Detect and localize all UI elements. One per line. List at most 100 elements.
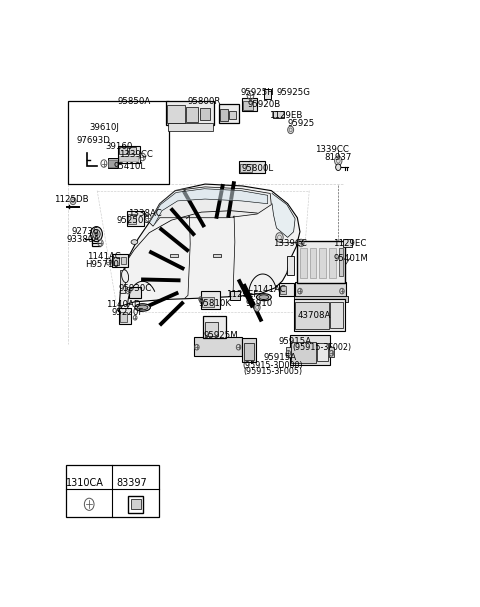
- Polygon shape: [149, 187, 271, 226]
- Text: 95410L: 95410L: [114, 162, 146, 171]
- Bar: [108, 160, 117, 168]
- Bar: [291, 342, 315, 362]
- Bar: [120, 270, 125, 293]
- Text: 81937: 81937: [324, 154, 352, 163]
- Text: 1310CA: 1310CA: [66, 478, 104, 488]
- Bar: [166, 101, 214, 125]
- Bar: [287, 256, 294, 275]
- Text: 95925: 95925: [288, 119, 315, 128]
- Bar: [194, 337, 241, 356]
- Bar: [128, 214, 136, 224]
- Text: 95220F: 95220F: [111, 308, 144, 317]
- Bar: [120, 312, 127, 322]
- Bar: [128, 496, 143, 513]
- Text: 39160: 39160: [105, 141, 132, 151]
- Text: 95925H: 95925H: [240, 88, 274, 97]
- Bar: [300, 248, 307, 279]
- Text: 1140AD: 1140AD: [106, 300, 141, 309]
- Bar: [286, 347, 290, 357]
- Text: 1141AC: 1141AC: [87, 251, 121, 260]
- Ellipse shape: [121, 270, 129, 283]
- Text: 1125DB: 1125DB: [54, 195, 88, 205]
- Bar: [243, 101, 252, 110]
- Bar: [203, 316, 226, 338]
- Polygon shape: [119, 184, 300, 311]
- Bar: [68, 101, 169, 184]
- Text: 1339CC: 1339CC: [273, 239, 307, 248]
- Bar: [279, 283, 294, 296]
- Text: 1339CC: 1339CC: [314, 146, 348, 154]
- Bar: [205, 322, 218, 336]
- Bar: [213, 254, 221, 257]
- Bar: [297, 241, 345, 283]
- Text: (95915-3F005): (95915-3F005): [243, 367, 302, 376]
- Text: 95850A: 95850A: [118, 97, 151, 106]
- Bar: [170, 254, 178, 257]
- Ellipse shape: [131, 240, 138, 245]
- Bar: [329, 248, 336, 279]
- Bar: [319, 248, 326, 279]
- Text: (95915-3F002): (95915-3F002): [293, 343, 352, 352]
- Bar: [295, 282, 347, 297]
- Circle shape: [254, 304, 260, 311]
- Text: 1129EF: 1129EF: [226, 290, 258, 299]
- Text: 83397: 83397: [117, 478, 147, 488]
- Bar: [219, 104, 239, 123]
- Text: 95925G: 95925G: [276, 88, 311, 97]
- Text: 95915A: 95915A: [264, 353, 297, 362]
- Ellipse shape: [259, 295, 269, 299]
- Text: 95910: 95910: [245, 299, 272, 308]
- Bar: [200, 108, 210, 120]
- Text: 95810K: 95810K: [199, 299, 232, 308]
- Ellipse shape: [135, 304, 150, 311]
- Bar: [202, 297, 214, 307]
- Bar: [294, 299, 345, 331]
- Bar: [294, 296, 348, 302]
- Text: 95915A: 95915A: [278, 337, 312, 346]
- Bar: [339, 248, 343, 276]
- Text: 93380A: 93380A: [66, 235, 100, 244]
- Circle shape: [70, 197, 76, 205]
- Bar: [310, 248, 316, 279]
- Text: 1141AC: 1141AC: [252, 285, 286, 294]
- Text: 1339CC: 1339CC: [120, 150, 153, 158]
- Text: H95710: H95710: [85, 260, 120, 268]
- Bar: [119, 156, 138, 161]
- Text: 1129EC: 1129EC: [333, 239, 366, 248]
- Text: 97693D: 97693D: [76, 135, 110, 144]
- Bar: [167, 104, 185, 123]
- Circle shape: [336, 164, 341, 171]
- Bar: [290, 334, 330, 365]
- Circle shape: [93, 229, 100, 239]
- Text: (95915-3D000): (95915-3D000): [242, 361, 303, 370]
- Ellipse shape: [137, 305, 148, 310]
- Circle shape: [288, 126, 294, 134]
- Bar: [113, 257, 119, 265]
- Bar: [280, 287, 286, 294]
- Bar: [344, 239, 352, 246]
- Polygon shape: [272, 194, 295, 237]
- Bar: [127, 211, 144, 226]
- Bar: [120, 257, 126, 263]
- Bar: [129, 147, 135, 154]
- Circle shape: [91, 226, 102, 242]
- Bar: [118, 146, 140, 163]
- Bar: [119, 308, 131, 324]
- Bar: [168, 123, 213, 131]
- Bar: [244, 343, 254, 360]
- Bar: [220, 109, 228, 121]
- Bar: [119, 147, 127, 154]
- Text: 95250C: 95250C: [117, 216, 150, 225]
- Text: 95930C: 95930C: [119, 284, 152, 293]
- Text: 95401M: 95401M: [334, 254, 368, 263]
- Text: 95800L: 95800L: [241, 164, 273, 173]
- Bar: [264, 89, 271, 98]
- Text: 95925M: 95925M: [204, 331, 238, 340]
- Text: 95800R: 95800R: [188, 97, 221, 106]
- Polygon shape: [150, 189, 267, 224]
- Ellipse shape: [256, 294, 271, 300]
- Bar: [242, 338, 256, 362]
- Bar: [66, 464, 159, 517]
- Bar: [317, 343, 328, 361]
- Bar: [229, 291, 240, 300]
